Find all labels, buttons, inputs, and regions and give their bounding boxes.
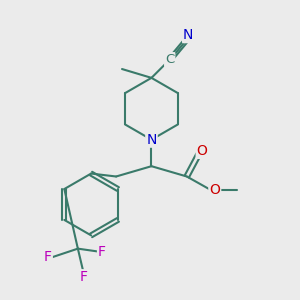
Text: F: F [44, 250, 52, 265]
Text: N: N [183, 28, 194, 42]
Text: F: F [80, 270, 88, 284]
Text: O: O [209, 183, 220, 197]
Text: O: O [197, 144, 208, 158]
Text: C: C [165, 53, 174, 66]
Text: F: F [98, 244, 106, 259]
Text: N: N [146, 133, 157, 147]
